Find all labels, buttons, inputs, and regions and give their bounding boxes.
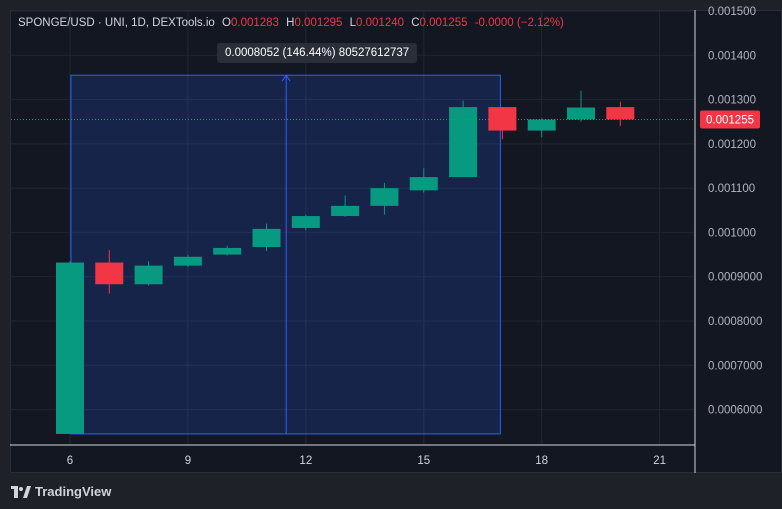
candle-11 — [252, 223, 281, 252]
candle-15 — [409, 168, 438, 193]
candle-16 — [449, 100, 478, 178]
candle-body — [567, 107, 595, 120]
open-value: 0.001283 — [230, 17, 279, 29]
high-label: H — [286, 17, 295, 29]
x-tick-label: 6 — [67, 455, 73, 467]
close-label: C — [411, 17, 420, 29]
candle-6 — [55, 261, 84, 434]
open-label: O — [222, 17, 231, 29]
measure-readout: 0.0008052 (146.44%) 80527612737 — [217, 43, 418, 63]
candle-body — [95, 262, 124, 285]
candle-body — [370, 188, 399, 206]
low-value: 0.001240 — [356, 17, 405, 29]
candle-body — [488, 107, 517, 131]
candle-8 — [134, 261, 163, 286]
last-price-label: 0.001255 — [706, 115, 754, 127]
measure-tool — [70, 74, 501, 435]
candle-10 — [213, 245, 242, 256]
candle-19 — [567, 90, 595, 122]
candle-body — [527, 119, 556, 131]
candle-body — [409, 177, 438, 191]
candle-body — [173, 256, 202, 266]
candle-13 — [331, 195, 360, 217]
measure-arrow-head — [281, 74, 291, 82]
y-tick-label: 0.001400 — [708, 50, 756, 62]
symbol-label: SPONGE/USD · UNI, 1D, DEXTools.io — [18, 17, 215, 29]
candle-body — [134, 265, 163, 285]
candle-body — [55, 262, 84, 434]
candle-body — [213, 247, 242, 255]
candle-body — [291, 216, 320, 228]
y-tick-label: 0.0007000 — [708, 360, 762, 372]
tradingview-logo-icon — [11, 485, 31, 498]
close-value: 0.001255 — [419, 17, 468, 29]
y-tick-label: 0.0009000 — [708, 272, 762, 284]
y-tick-label: 0.0006000 — [708, 405, 762, 417]
change-value: -0.0000 (−2.12%) — [474, 17, 564, 29]
candle-body — [252, 228, 281, 248]
candle-17 — [488, 107, 517, 140]
candle-20 — [606, 101, 635, 127]
y-tick-label: 0.001200 — [708, 139, 756, 151]
tradingview-brand[interactable]: TradingView — [11, 484, 111, 499]
candle-body — [331, 205, 360, 217]
x-tick-label: 9 — [185, 455, 191, 467]
x-tick-label: 15 — [417, 455, 430, 467]
candle-body — [449, 107, 478, 178]
chart-frame[interactable] — [10, 10, 782, 473]
ohlc-legend: SPONGE/USD · UNI, 1D, DEXTools.io O0.001… — [18, 17, 564, 29]
y-tick-label: 0.001000 — [708, 227, 756, 239]
y-tick-label: 0.0008000 — [708, 316, 762, 328]
x-tick-label: 18 — [535, 455, 548, 467]
y-tick-label: 0.001500 — [708, 6, 756, 18]
candle-7 — [95, 250, 124, 294]
candle-12 — [291, 214, 320, 231]
axes: 0.0006000 0.0007000 0.0008000 0.0009000 0.00… — [10, 6, 762, 473]
candle-14 — [370, 182, 399, 215]
candles — [55, 90, 635, 434]
last-price-badge — [700, 110, 760, 129]
x-tick-label: 12 — [299, 455, 312, 467]
y-tick-label: 0.001100 — [708, 183, 755, 195]
candle-18 — [527, 118, 556, 138]
x-tick-label: 21 — [653, 455, 666, 467]
low-label: L — [349, 17, 357, 29]
high-value: 0.001295 — [294, 17, 343, 29]
candle-9 — [173, 254, 202, 267]
brand-name: TradingView — [35, 484, 112, 499]
candle-body — [606, 107, 635, 120]
y-tick-label: 0.001300 — [708, 95, 756, 107]
